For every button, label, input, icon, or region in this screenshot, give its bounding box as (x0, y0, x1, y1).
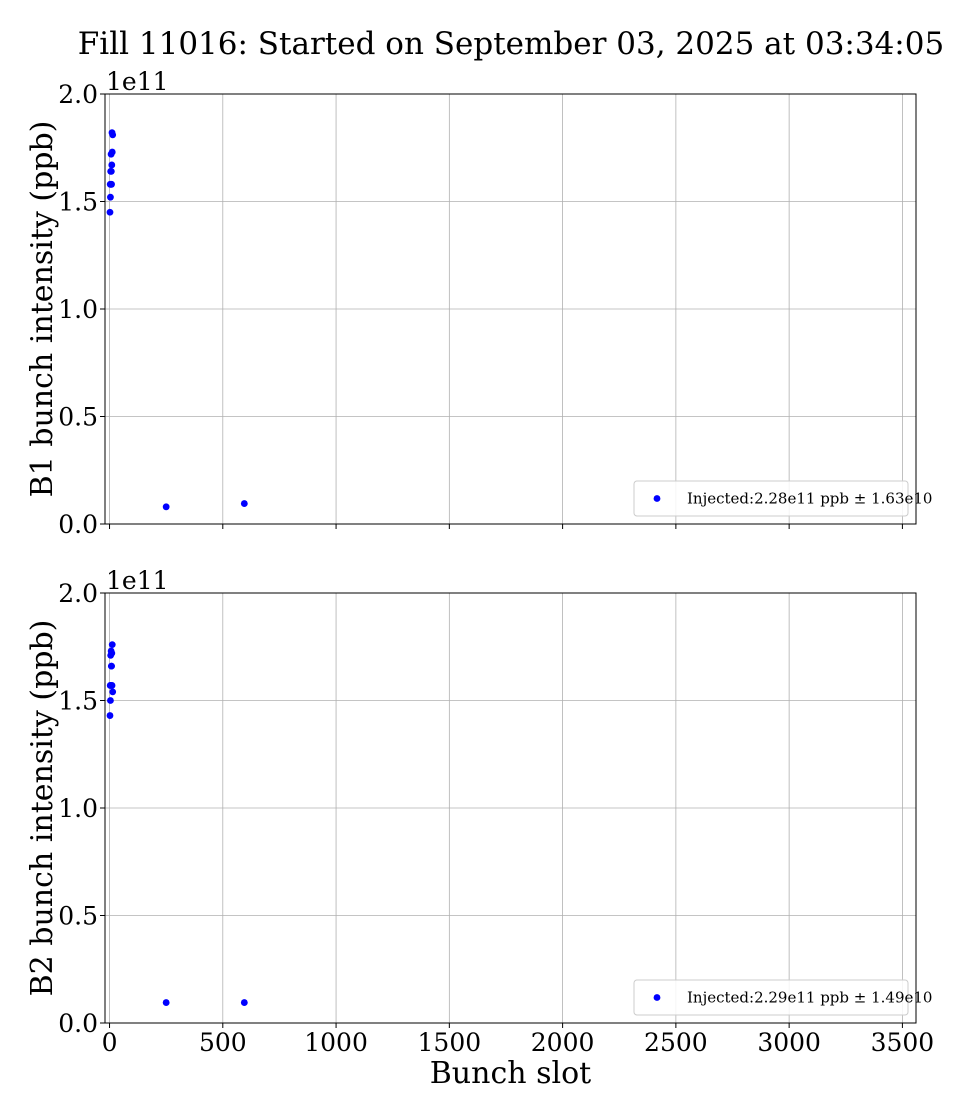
b2-x-tick-label-6: 3000 (757, 1028, 821, 1057)
b2-y-tick-label-1: 0.5 (58, 902, 98, 931)
b2-x-axis-label: Bunch slot (430, 1056, 591, 1091)
b1-legend-box (633, 480, 909, 517)
b2-x-tick-label-1: 500 (199, 1028, 247, 1057)
b1-y-tick-label-4: 2.0 (58, 80, 98, 109)
b1-data-point (107, 168, 115, 175)
b2-legend-marker (653, 994, 661, 1001)
b2-x-tick-label-3: 1500 (418, 1028, 482, 1057)
b1-data-point (162, 503, 170, 511)
b2-data-point (240, 999, 248, 1006)
b2-legend-box (633, 979, 909, 1016)
b2-legend-label: Injected:2.29e11 ppb ± 1.49e10 (687, 989, 932, 1007)
b1-data-point (107, 193, 114, 201)
b1-y-tick-label-0: 0.0 (58, 510, 98, 539)
b2-data-point (108, 662, 115, 670)
b1-legend-marker (653, 495, 661, 502)
b2-y-axis-label: B2 bunch intensity (ppb) (25, 620, 60, 997)
b1-data-point (107, 150, 115, 158)
b2-data-point (108, 641, 116, 648)
b2-y-tick-label-0: 0.0 (58, 1009, 98, 1038)
b2-x-tick-label-7: 3500 (871, 1028, 935, 1057)
b1-y-tick-label-1: 0.5 (58, 403, 98, 432)
b1-data-point (240, 500, 248, 507)
b2-x-tick-label-5: 2500 (644, 1028, 708, 1057)
b1-data-point (108, 161, 116, 169)
b1-data-point (108, 129, 116, 137)
b2-y-tick-label-4: 2.0 (58, 579, 98, 608)
b1-legend-label: Injected:2.28e11 ppb ± 1.63e10 (687, 490, 932, 508)
b2-y-tick-label-3: 1.5 (58, 687, 98, 716)
b2-data-point (106, 712, 114, 719)
b1-y-axis-label: B1 bunch intensity (ppb) (25, 121, 60, 498)
b1-y-tick-label-2: 1.0 (58, 295, 98, 324)
b2-data-point (107, 647, 115, 655)
b1-y-tick-label-3: 1.5 (58, 188, 98, 217)
b2-data-point (162, 999, 170, 1006)
b2-data-point (108, 682, 116, 689)
b1-data-point (108, 180, 115, 188)
b2-y-tick-label-2: 1.0 (58, 794, 98, 823)
b2-data-point (107, 697, 114, 704)
b2-x-tick-label-4: 2000 (531, 1028, 595, 1057)
b2-x-tick-label-2: 1000 (304, 1028, 368, 1057)
b2-data-point (109, 688, 117, 696)
b2-y-multiplier: 1e11 (106, 566, 169, 595)
b2-x-tick-label-0: 0 (102, 1028, 118, 1057)
figure-title: Fill 11016: Started on September 03, 202… (78, 26, 944, 62)
b1-y-multiplier: 1e11 (106, 67, 169, 96)
b1-data-point (106, 208, 114, 216)
